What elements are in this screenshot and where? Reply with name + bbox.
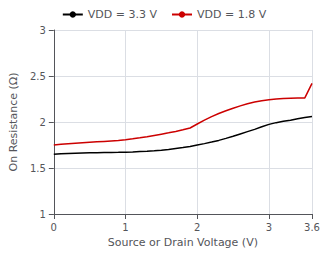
svg-text:3.6: 3.6 <box>304 222 320 233</box>
svg-text:0: 0 <box>51 222 57 233</box>
svg-text:1.5: 1.5 <box>30 163 46 174</box>
svg-text:1: 1 <box>122 222 128 233</box>
svg-text:1: 1 <box>39 209 45 220</box>
svg-text:VDD = 3.3 V: VDD = 3.3 V <box>88 8 158 21</box>
svg-text:3: 3 <box>266 222 272 233</box>
svg-text:On Resistance (Ω): On Resistance (Ω) <box>7 73 20 172</box>
svg-text:2.5: 2.5 <box>30 71 46 82</box>
svg-text:2: 2 <box>39 117 45 128</box>
svg-text:3: 3 <box>39 25 45 36</box>
svg-text:2: 2 <box>194 222 200 233</box>
svg-text:Source or Drain Voltage (V): Source or Drain Voltage (V) <box>108 236 258 249</box>
svg-text:VDD = 1.8 V: VDD = 1.8 V <box>197 8 267 21</box>
